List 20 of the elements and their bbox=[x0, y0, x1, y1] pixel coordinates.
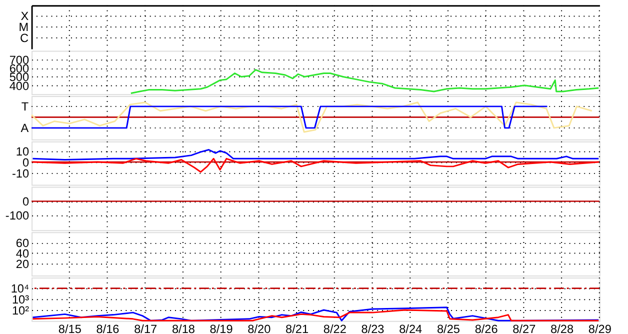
x-tick-label: 8/15 bbox=[58, 322, 82, 334]
x-tick-label: 8/29 bbox=[588, 322, 612, 334]
x-tick-label: 8/25 bbox=[436, 322, 460, 334]
y-tick-label: -100 bbox=[5, 208, 30, 223]
x-tick-label: 8/20 bbox=[248, 322, 272, 334]
x-tick-label: 8/27 bbox=[512, 322, 536, 334]
x-tick-label: 8/23 bbox=[361, 322, 385, 334]
x-tick-label: 8/18 bbox=[172, 322, 196, 334]
x-tick-label: 8/21 bbox=[286, 322, 309, 334]
x-tick-label: 8/19 bbox=[210, 322, 234, 334]
text: A bbox=[20, 120, 29, 135]
x-tick-label: 8/28 bbox=[550, 322, 574, 334]
x-tick-label: 8/17 bbox=[134, 322, 158, 334]
y-tick-label: -10 bbox=[12, 166, 30, 181]
x-tick-label: 8/16 bbox=[96, 322, 120, 334]
y-tick-label: 0 bbox=[22, 194, 30, 209]
x-tick-label: 8/22 bbox=[323, 322, 346, 334]
x-tick-label: 8/26 bbox=[474, 322, 498, 334]
x-tick-label: 8/24 bbox=[399, 322, 423, 334]
text: T bbox=[21, 99, 29, 114]
